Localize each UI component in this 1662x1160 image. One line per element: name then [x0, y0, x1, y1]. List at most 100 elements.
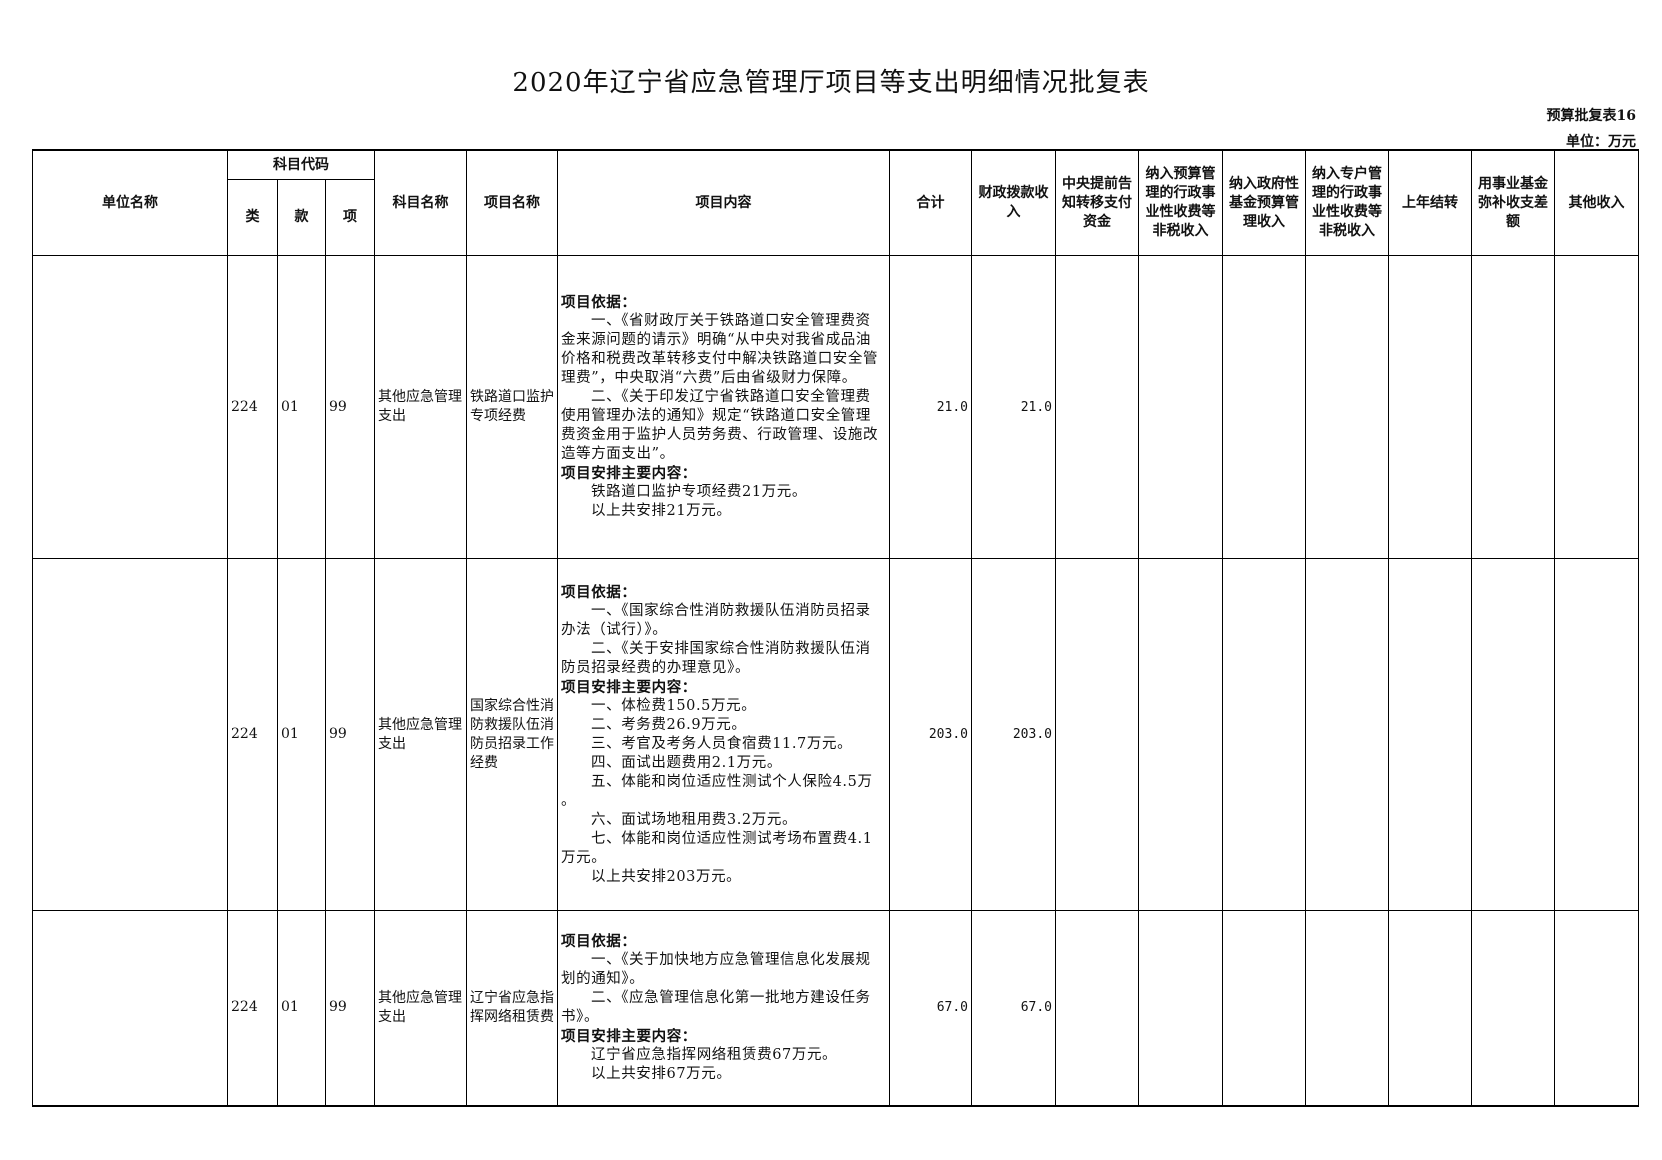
- table-number: 预算批复表16: [1546, 108, 1636, 124]
- table-row: 224 01 99 其他应急管理支出 辽宁省应急指挥网络租赁费 项目依据： 一、《关于加快地…: [32, 910, 1639, 1106]
- unit-label: 单位：万元: [1566, 134, 1636, 150]
- header-subject-code: 科目代码: [227, 149, 375, 180]
- content-line: 二、考务费26.9万元。: [591, 716, 747, 733]
- header-total: 合计: [889, 149, 972, 256]
- xiang-cell: 99: [325, 558, 375, 911]
- header-central-advance: 中央提前告知转移支付资金: [1055, 149, 1139, 256]
- content-line: 使用管理办法的通知》规定“铁路道口安全管理: [561, 408, 872, 424]
- special-account-cell: [1305, 910, 1389, 1106]
- subject-name-cell: 其他应急管理支出: [374, 255, 467, 559]
- header-subject-name: 科目名称: [374, 149, 467, 256]
- header-gov-fund: 纳入政府性基金预算管理收入: [1222, 149, 1306, 256]
- carryover-cell: [1388, 910, 1472, 1106]
- other-cell: [1554, 255, 1639, 559]
- unit-name-cell: [32, 910, 228, 1106]
- content-line: 项目安排主要内容：: [561, 1027, 697, 1045]
- header-budget-fees: 纳入预算管理的行政事业性收费等非税收入: [1138, 149, 1223, 256]
- budget-fees-cell: [1138, 558, 1223, 911]
- content-line: 五、体能和岗位适应性测试个人保险4.5万: [591, 773, 873, 790]
- content-line: 理费”，中央取消“六费”后由省级财力保障。: [561, 370, 857, 386]
- lei-cell: 224: [227, 255, 278, 559]
- total-cell: 203.0: [889, 558, 972, 911]
- content-line: 万元。: [561, 849, 607, 866]
- gov-fund-cell: [1222, 255, 1306, 559]
- project-content-cell: 项目依据： 一、《省财政厅关于铁路道口安全管理费资金来源问题的请示》明确“从中央对…: [557, 255, 890, 559]
- content-line: 以上共安排21万元。: [591, 503, 732, 519]
- budget-fees-cell: [1138, 255, 1223, 559]
- kuan-cell: 01: [277, 255, 326, 559]
- carryover-cell: [1388, 255, 1472, 559]
- content-line: 二、《应急管理信息化第一批地方建设任务: [591, 989, 871, 1006]
- header-project-name: 项目名称: [466, 149, 558, 256]
- unit-name-cell: [32, 558, 228, 911]
- content-line: 六、面试场地租用费3.2万元。: [591, 811, 798, 828]
- content-line: 价格和税费改革转移支付中解决铁路道口安全管: [561, 351, 879, 367]
- lei-cell: 224: [227, 910, 278, 1106]
- other-cell: [1554, 910, 1639, 1106]
- budget-fees-cell: [1138, 910, 1223, 1106]
- header-fund-offset: 用事业基金弥补收支差额: [1471, 149, 1555, 256]
- content-line: 费资金用于监护人员劳务费、行政管理、设施改: [561, 427, 879, 443]
- content-line: 铁路道口监护专项经费21万元。: [591, 484, 807, 500]
- project-name-cell: 铁路道口监护专项经费: [466, 255, 558, 559]
- content-line: 四、面试出题费用2.1万元。: [591, 754, 782, 771]
- total-cell: 67.0: [889, 910, 972, 1106]
- content-line: 项目依据：: [561, 294, 637, 311]
- fund-offset-cell: [1471, 910, 1555, 1106]
- header-fiscal: 财政拨款收入: [971, 149, 1056, 256]
- fiscal-cell: 203.0: [971, 558, 1056, 911]
- fund-offset-cell: [1471, 558, 1555, 911]
- content-line: 防员招录经费的办理意见》。: [561, 659, 751, 676]
- project-content-cell: 项目依据： 一、《国家综合性消防救援队伍消防员招录 办法（试行）》。 二、《关于安排国…: [557, 558, 890, 911]
- kuan-cell: 01: [277, 558, 326, 911]
- content-line: 项目依据：: [561, 583, 637, 601]
- project-name-cell: 辽宁省应急指挥网络租赁费: [466, 910, 558, 1106]
- header-kuan: 款: [277, 179, 326, 256]
- carryover-cell: [1388, 558, 1472, 911]
- header-project-content: 项目内容: [557, 149, 890, 256]
- subject-name-cell: 其他应急管理支出: [374, 558, 467, 911]
- content-line: 二、《关于安排国家综合性消防救援队伍消: [591, 640, 871, 657]
- content-line: 金来源问题的请示》明确“从中央对我省成品油: [561, 332, 872, 348]
- table-row: 224 01 99 其他应急管理支出 国家综合性消防救援队伍消防员招录工作经费 项目依据：…: [32, 558, 1639, 911]
- fund-offset-cell: [1471, 255, 1555, 559]
- fiscal-cell: 67.0: [971, 910, 1056, 1106]
- unit-name-cell: [32, 255, 228, 559]
- content-line: 项目依据：: [561, 932, 637, 950]
- special-account-cell: [1305, 558, 1389, 911]
- special-account-cell: [1305, 255, 1389, 559]
- header-carryover: 上年结转: [1388, 149, 1472, 256]
- content-line: 项目安排主要内容：: [561, 678, 697, 696]
- header-unit-name: 单位名称: [32, 149, 228, 256]
- content-line: 以上共安排67万元。: [591, 1065, 732, 1082]
- central-advance-cell: [1055, 255, 1139, 559]
- content-line: 辽宁省应急指挥网络租赁费67万元。: [591, 1046, 838, 1063]
- xiang-cell: 99: [325, 255, 375, 559]
- gov-fund-cell: [1222, 558, 1306, 911]
- header-lei: 类: [227, 179, 278, 256]
- content-line: 二、《关于印发辽宁省铁路道口安全管理费: [591, 389, 871, 405]
- header-xiang: 项: [325, 179, 375, 256]
- content-line: 三、考官及考务人员食宿费11.7万元。: [591, 735, 853, 752]
- content-line: 造等方面支出”。: [561, 446, 675, 462]
- subject-name-cell: 其他应急管理支出: [374, 910, 467, 1106]
- content-line: 一、《关于加快地方应急管理信息化发展规: [591, 951, 871, 968]
- table-row: 224 01 99 其他应急管理支出 铁路道口监护专项经费 项目依据： 一、《省财政厅关于铁…: [32, 255, 1639, 559]
- fiscal-cell: 21.0: [971, 255, 1056, 559]
- content-line: 。: [561, 792, 577, 809]
- central-advance-cell: [1055, 910, 1139, 1106]
- content-line: 七、体能和岗位适应性测试考场布置费4.1: [591, 830, 873, 847]
- header-special-account: 纳入专户管理的行政事业性收费等非税收入: [1305, 149, 1389, 256]
- content-line: 书》。: [561, 1008, 600, 1025]
- content-line: 一、《省财政厅关于铁路道口安全管理费资: [591, 313, 871, 329]
- project-content-cell: 项目依据： 一、《关于加快地方应急管理信息化发展规 划的通知》。 二、《应急管理信息化…: [557, 910, 890, 1106]
- lei-cell: 224: [227, 558, 278, 911]
- central-advance-cell: [1055, 558, 1139, 911]
- content-line: 以上共安排203万元。: [591, 868, 742, 885]
- total-cell: 21.0: [889, 255, 972, 559]
- expenditure-table: 单位名称 科目代码 科目名称 项目名称 项目内容 合计 财政拨款收入 中央提前告…: [32, 149, 1639, 1107]
- page-title: 2020年辽宁省应急管理厅项目等支出明细情况批复表: [512, 68, 1150, 98]
- xiang-cell: 99: [325, 910, 375, 1106]
- content-line: 办法（试行）》。: [561, 621, 668, 638]
- project-name-cell: 国家综合性消防救援队伍消防员招录工作经费: [466, 558, 558, 911]
